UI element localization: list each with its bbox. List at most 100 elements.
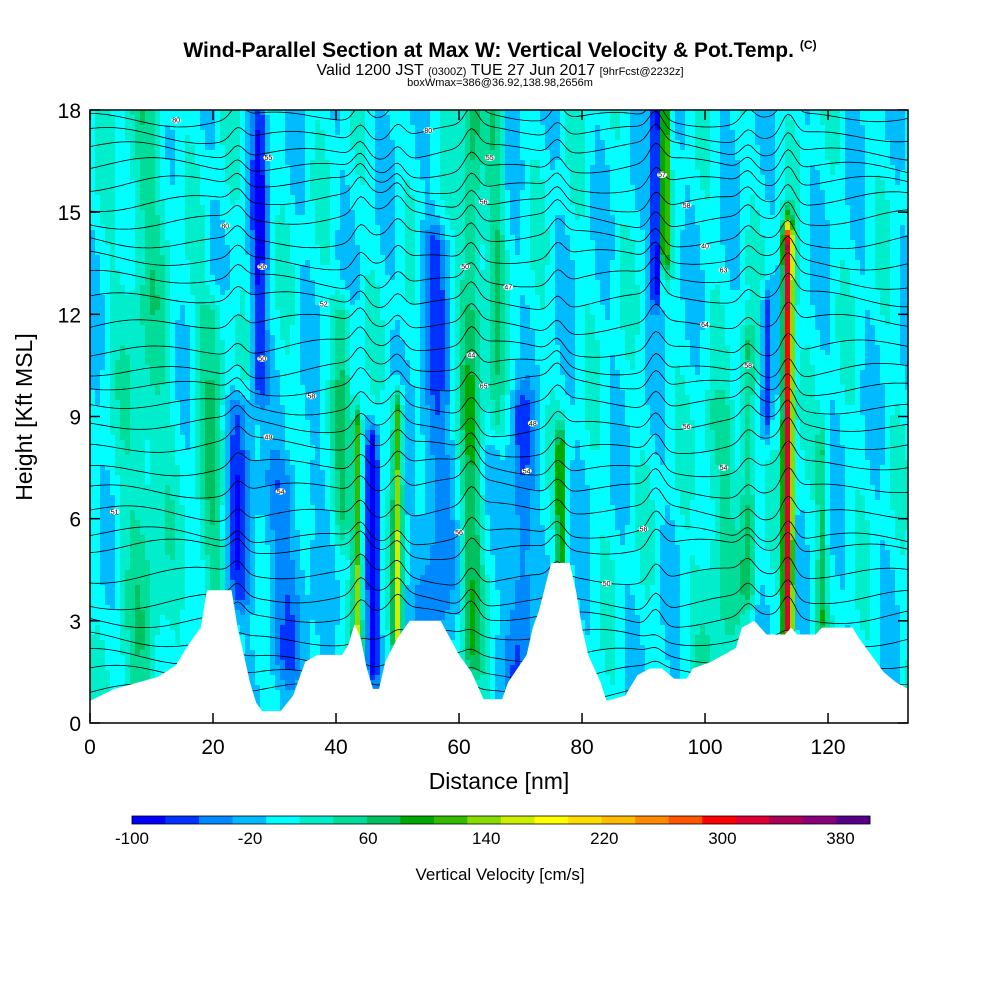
y-tick-label: 18	[58, 100, 81, 123]
isentrope-label: 49	[263, 433, 274, 441]
isentrope-line	[90, 362, 908, 397]
isentrope-label: 54	[718, 464, 729, 472]
isentrope-label: 80	[171, 117, 182, 125]
isentrope-line	[90, 123, 908, 161]
colorbar-tick-label: 140	[472, 829, 500, 848]
isentrope-label: 58	[681, 202, 692, 210]
colorbar-swatch	[836, 816, 871, 824]
copyright-mark: (C)	[800, 38, 817, 52]
isentrope-line	[90, 399, 908, 438]
colorbar-swatch	[333, 816, 368, 824]
isentrope-label: 80	[423, 127, 434, 135]
title-text: Wind-Parallel Section at Max W: Vertical…	[183, 39, 794, 62]
isentrope-line	[90, 301, 908, 335]
x-tick-label: 60	[447, 736, 470, 759]
x-axis-ticks: 0 20 40 60 80 100 120	[84, 110, 846, 759]
isentrope-label: 56	[681, 423, 692, 431]
isentrope-label: 47	[503, 283, 514, 292]
colorbar-tick-label: 220	[590, 829, 618, 848]
colorbar-tick-label: -20	[238, 829, 263, 848]
colorbar: -100 -20 60 140 220 300 380	[115, 815, 871, 848]
colorbar-swatch	[400, 816, 435, 824]
valid-prefix: Valid 1200 JST	[316, 62, 423, 79]
isentrope-label: 65	[478, 382, 489, 390]
colorbar-swatch	[366, 816, 401, 824]
x-tick-label: 0	[84, 736, 96, 759]
isentrope-line	[90, 176, 908, 213]
y-tick-label: 3	[69, 611, 81, 634]
isentrope-line	[90, 110, 908, 128]
isentrope-label: 50	[601, 580, 612, 588]
y-axis-ticks: 0 3 6 9 12 15 18	[58, 100, 908, 736]
colorbar-swatch	[802, 816, 837, 824]
x-tick-label: 40	[324, 736, 347, 759]
isentrope-label: 80	[220, 222, 231, 230]
isentrope-line	[90, 235, 908, 271]
isentrope-label: 48	[527, 420, 538, 428]
isentrope-lines	[90, 110, 908, 702]
isentrope-label: 52	[318, 300, 329, 309]
isentrope-line	[90, 460, 908, 499]
x-tick-label: 20	[201, 736, 224, 759]
colorbar-swatch	[299, 816, 334, 824]
isentrope-line	[90, 110, 908, 144]
isentrope-label: 57	[656, 171, 667, 179]
isentrope-label: 63	[718, 266, 729, 275]
x-tick-label: 100	[688, 736, 723, 759]
colorbar-swatch	[165, 816, 200, 824]
colorbar-swatch	[534, 816, 569, 824]
chart-subtitle-2: boxWmax=386@36.92,138.98,2656m	[0, 77, 1000, 89]
colorbar-swatch	[601, 816, 636, 824]
colorbar-swatch	[568, 816, 602, 824]
colorbar-tick-label: -100	[115, 829, 149, 848]
isentrope-label: 58	[638, 525, 649, 533]
isentrope-line	[90, 218, 908, 249]
y-tick-label: 6	[69, 509, 81, 532]
isentrope-line	[90, 384, 908, 416]
isentrope-label: 55	[484, 154, 495, 162]
y-tick-label: 9	[69, 407, 81, 430]
isentrope-labels: 80 55 80 56 52 50 58 49 54 51 80 55 56 50 47 44 65 48 54 56…	[109, 117, 754, 588]
y-tick-label: 15	[58, 202, 81, 225]
colorbar-swatch	[735, 816, 770, 824]
isentrope-label: 44	[466, 352, 477, 360]
isentrope-label: 50	[257, 355, 268, 363]
colorbar-swatch	[635, 816, 670, 824]
colorbar-swatch	[199, 816, 233, 824]
isentrope-label: 40	[700, 243, 711, 251]
isentrope-line	[90, 195, 908, 230]
isentrope-label: 56	[478, 198, 489, 206]
x-axis-label: Distance [nm]	[429, 768, 570, 794]
colorbar-swatch	[501, 816, 535, 824]
isentrope-label: 54	[275, 488, 286, 496]
isentrope-line	[90, 416, 908, 458]
isentrope-line	[90, 440, 908, 478]
isentrope-line	[90, 486, 908, 522]
isentrope-line	[90, 326, 908, 358]
isentrope-line	[90, 553, 908, 586]
colorbar-tick-label: 60	[359, 829, 378, 848]
colorbar-swatch	[232, 816, 267, 824]
y-axis-label: Height [Kft MSL]	[11, 333, 37, 500]
colorbar-swatch	[266, 816, 301, 824]
isentrope-label: 54	[521, 467, 532, 475]
valid-utc: (0300Z)	[428, 66, 467, 78]
x-tick-label: 80	[570, 736, 593, 759]
colorbar-swatch	[702, 816, 737, 824]
isentrope-label: 51	[109, 508, 120, 516]
isentrope-label: 58	[306, 392, 317, 401]
chart-title: Wind-Parallel Section at Max W: Vertical…	[0, 38, 1000, 63]
colorbar-swatch	[132, 816, 166, 824]
x-tick-label: 120	[811, 736, 846, 759]
isentrope-line	[90, 142, 908, 179]
colorbar-swatch	[668, 816, 703, 824]
isentrope-line	[90, 272, 908, 310]
isentrope-line	[90, 252, 908, 290]
colorbar-tick-label: 300	[708, 829, 736, 848]
isentrope-label: 64	[700, 321, 711, 329]
isentrope-line	[90, 162, 908, 194]
isentrope-line	[90, 510, 908, 546]
terrain-mask	[90, 562, 908, 723]
y-tick-label: 0	[69, 713, 81, 736]
